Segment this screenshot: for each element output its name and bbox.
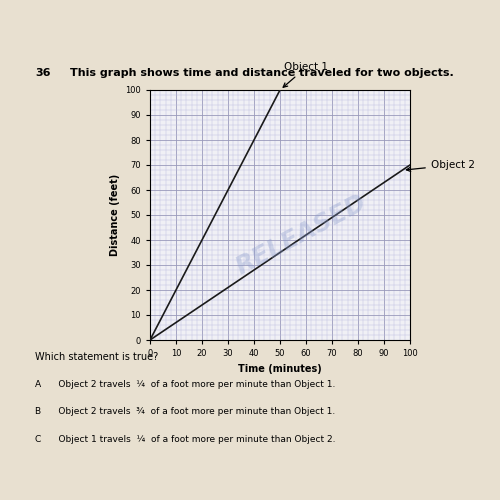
Text: RELEASED: RELEASED xyxy=(232,190,370,280)
X-axis label: Time (minutes): Time (minutes) xyxy=(238,364,322,374)
Text: C      Object 1 travels  ¼  of a foot more per minute than Object 2.: C Object 1 travels ¼ of a foot more per … xyxy=(35,435,336,444)
Text: B      Object 2 travels  ¾  of a foot more per minute than Object 1.: B Object 2 travels ¾ of a foot more per … xyxy=(35,408,335,416)
Text: Which statement is true?: Which statement is true? xyxy=(35,352,158,362)
Text: This graph shows time and distance traveled for two objects.: This graph shows time and distance trave… xyxy=(70,68,454,78)
Text: Object 2: Object 2 xyxy=(406,160,475,172)
Text: 36: 36 xyxy=(35,68,50,78)
Text: A      Object 2 travels  ¼  of a foot more per minute than Object 1.: A Object 2 travels ¼ of a foot more per … xyxy=(35,380,336,389)
Y-axis label: Distance (feet): Distance (feet) xyxy=(110,174,120,256)
Text: Object 1: Object 1 xyxy=(283,62,328,88)
